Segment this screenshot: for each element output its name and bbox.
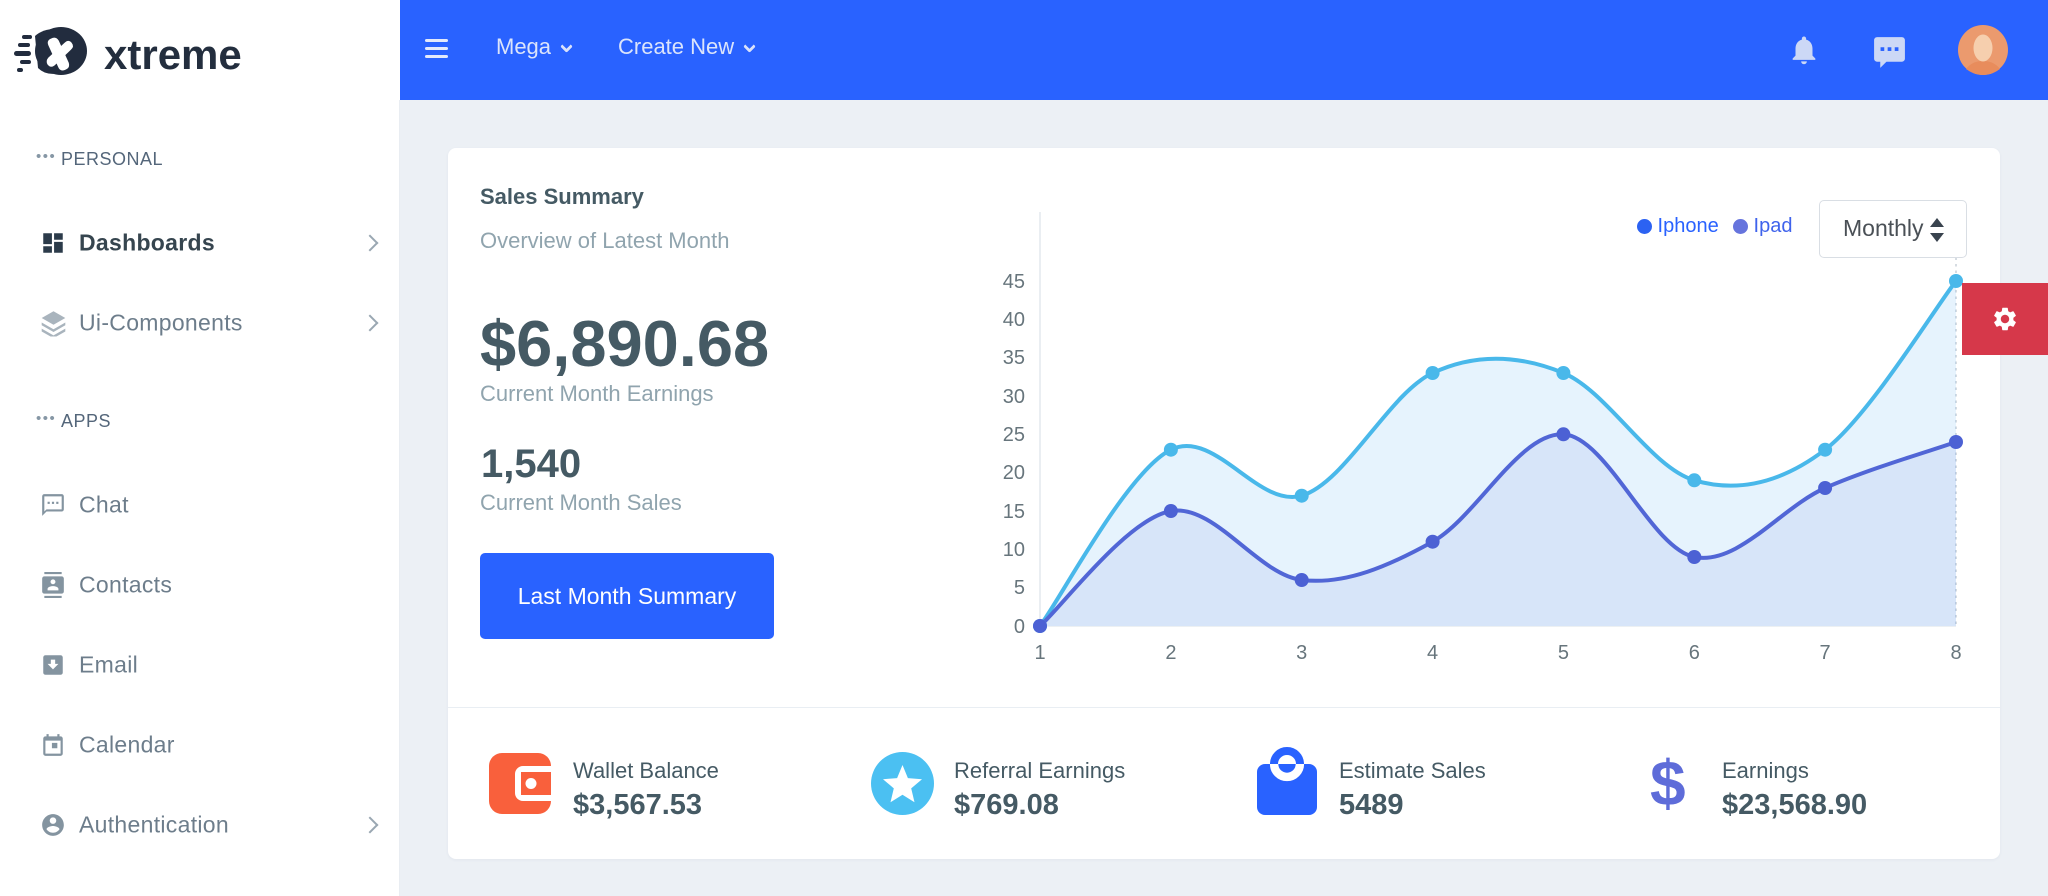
svg-text:35: 35 xyxy=(1003,347,1025,369)
svg-text:8: 8 xyxy=(1950,642,1961,664)
svg-text:4: 4 xyxy=(1427,642,1438,664)
svg-text:20: 20 xyxy=(1003,462,1025,484)
svg-text:7: 7 xyxy=(1820,642,1831,664)
svg-text:5: 5 xyxy=(1558,642,1569,664)
svg-text:0: 0 xyxy=(1014,616,1025,638)
svg-text:25: 25 xyxy=(1003,424,1025,446)
svg-text:6: 6 xyxy=(1689,642,1700,664)
svg-text:10: 10 xyxy=(1003,539,1025,561)
svg-text:30: 30 xyxy=(1003,386,1025,408)
svg-text:2: 2 xyxy=(1165,642,1176,664)
svg-text:3: 3 xyxy=(1296,642,1307,664)
svg-text:40: 40 xyxy=(1003,309,1025,331)
svg-text:1: 1 xyxy=(1034,642,1045,664)
svg-text:45: 45 xyxy=(1003,271,1025,293)
svg-text:15: 15 xyxy=(1003,501,1025,523)
svg-text:5: 5 xyxy=(1014,577,1025,599)
